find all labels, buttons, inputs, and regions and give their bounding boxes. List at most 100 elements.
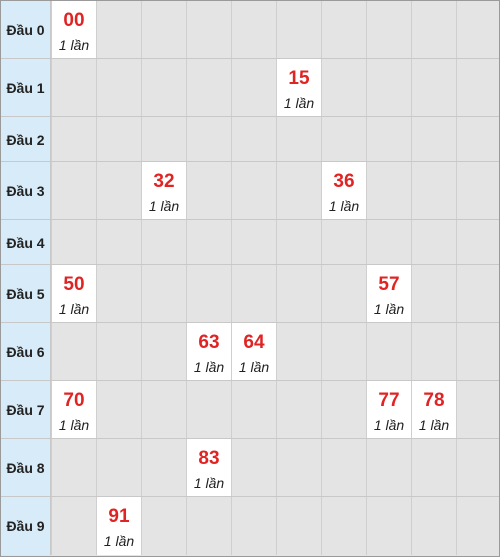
grid-cell [141, 323, 186, 381]
grid-cell [231, 220, 276, 265]
occurrence-count: 1 lần [418, 417, 450, 433]
occurrence-count: 1 lần [193, 475, 225, 491]
grid-cell [141, 59, 186, 117]
row-head-label: Đầu 9 [1, 497, 51, 555]
grid-cell [411, 439, 456, 497]
number-value: 32 [153, 171, 175, 192]
grid-cell [321, 497, 366, 555]
number-value: 63 [198, 332, 220, 353]
table-row: Đầu 3 32 1 lần 36 1 lần [1, 162, 499, 220]
grid-cell [231, 265, 276, 323]
row-divider [1, 116, 499, 117]
grid-cell [231, 162, 276, 220]
grid-cell [231, 1, 276, 59]
grid-cell [276, 381, 321, 439]
grid-cell: 15 1 lần [276, 59, 321, 117]
table-row: Đầu 6 63 1 lần 64 1 lần [1, 323, 499, 381]
grid-cell [231, 497, 276, 555]
grid-cell [411, 1, 456, 59]
number-value: 57 [378, 274, 400, 295]
grid-cell [186, 162, 231, 220]
grid-cell: 63 1 lần [186, 323, 231, 381]
grid-cell [276, 1, 321, 59]
grid-cell [456, 162, 500, 220]
grid-cell [96, 323, 141, 381]
grid-cell [456, 1, 500, 59]
grid-cell [231, 117, 276, 162]
grid-cell [141, 497, 186, 555]
grid-cell [456, 220, 500, 265]
row-divider [1, 496, 499, 497]
grid-cell [276, 220, 321, 265]
grid-cell [276, 265, 321, 323]
row-head-label: Đầu 8 [1, 439, 51, 497]
grid-cell [321, 1, 366, 59]
row-divider [1, 219, 499, 220]
grid-cell [276, 323, 321, 381]
row-head-label: Đầu 3 [1, 162, 51, 220]
number-value: 77 [378, 390, 400, 411]
row-divider [1, 322, 499, 323]
grid-cell [51, 220, 96, 265]
occurrence-count: 1 lần [58, 37, 90, 53]
grid-cell: 00 1 lần [51, 1, 96, 59]
grid-cell [276, 497, 321, 555]
row-head-label: Đầu 0 [1, 1, 51, 59]
occurrence-count: 1 lần [103, 533, 135, 549]
grid-cell [411, 220, 456, 265]
grid-cell: 57 1 lần [366, 265, 411, 323]
grid-cell [96, 439, 141, 497]
grid-cell [96, 220, 141, 265]
grid-cell [96, 162, 141, 220]
grid-cell [96, 1, 141, 59]
occurrence-count: 1 lần [58, 417, 90, 433]
grid-cell [141, 1, 186, 59]
grid-cell: 50 1 lần [51, 265, 96, 323]
grid-cell [321, 381, 366, 439]
grid-cell [96, 265, 141, 323]
row-divider [1, 161, 499, 162]
grid-cell [51, 117, 96, 162]
occurrence-count: 1 lần [283, 95, 315, 111]
grid-cell: 36 1 lần [321, 162, 366, 220]
grid-cell [456, 265, 500, 323]
row-divider [1, 58, 499, 59]
table-row: Đầu 8 83 1 lần [1, 439, 499, 497]
grid-cell [231, 59, 276, 117]
grid-cell [411, 162, 456, 220]
grid-cell: 77 1 lần [366, 381, 411, 439]
grid-cell [231, 439, 276, 497]
number-value: 91 [108, 506, 130, 527]
grid-cell [141, 439, 186, 497]
grid-cell [411, 323, 456, 381]
grid-cell [366, 117, 411, 162]
grid-cell [141, 265, 186, 323]
grid-cell [321, 117, 366, 162]
number-value: 83 [198, 448, 220, 469]
occurrence-count: 1 lần [58, 301, 90, 317]
number-value: 00 [63, 10, 85, 31]
grid-cell [321, 323, 366, 381]
grid-cell [321, 265, 366, 323]
row-head-label: Đầu 7 [1, 381, 51, 439]
row-divider [1, 264, 499, 265]
grid-cell [456, 381, 500, 439]
grid-cell [141, 117, 186, 162]
grid-cell [51, 497, 96, 555]
grid-cell [456, 117, 500, 162]
occurrence-count: 1 lần [328, 198, 360, 214]
grid-cell [366, 323, 411, 381]
grid-cell [321, 59, 366, 117]
row-head-label: Đầu 6 [1, 323, 51, 381]
grid-cell: 64 1 lần [231, 323, 276, 381]
grid-cell [411, 265, 456, 323]
grid-cell [366, 439, 411, 497]
grid-cell [96, 381, 141, 439]
grid-cell [51, 59, 96, 117]
number-value: 64 [243, 332, 265, 353]
grid-cell [411, 497, 456, 555]
occurrence-count: 1 lần [193, 359, 225, 375]
grid-cell: 70 1 lần [51, 381, 96, 439]
grid-cell [186, 117, 231, 162]
row-head-label: Đầu 2 [1, 117, 51, 162]
